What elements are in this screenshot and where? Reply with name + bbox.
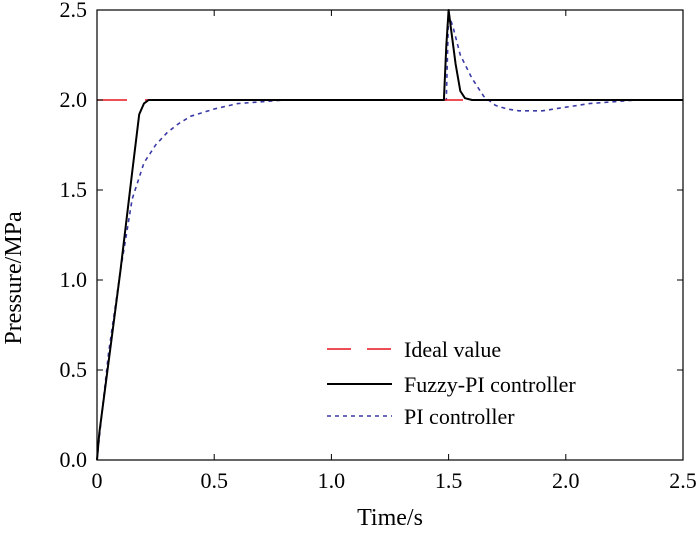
x-tick-label: 0 [92, 468, 103, 493]
y-tick-label: 2.5 [60, 0, 88, 22]
y-tick-label: 0.0 [60, 447, 88, 472]
x-tick-label: 2.0 [552, 468, 580, 493]
y-axis-label: Pressure/MPa [1, 211, 27, 345]
legend: Ideal value Fuzzy-PI controller PI control… [327, 337, 576, 429]
x-tick-label: 0.5 [200, 468, 228, 493]
x-tick-label: 1.0 [318, 468, 346, 493]
series-line-fuzzy-pi-controller [96, 9, 683, 461]
legend-label: Fuzzy-PI controller [404, 372, 576, 397]
x-axis-label: Time/s [357, 505, 423, 531]
plot-frame [96, 9, 684, 461]
y-tick-label: 1.5 [60, 177, 88, 202]
x-tick-label: 1.5 [435, 468, 463, 493]
y-tick-label: 0.5 [60, 357, 88, 382]
legend-label: PI controller [404, 404, 515, 429]
legend-label: Ideal value [404, 337, 501, 362]
axes: 0 0.5 1.0 1.5 2.0 2.5 0.0 0.5 1.0 1.5 2.0 2.5 [60, 0, 697, 493]
x-tick-label: 2.5 [669, 468, 697, 493]
y-tick-label: 1.0 [60, 267, 88, 292]
plot-area [96, 9, 683, 461]
y-tick-label: 2.0 [60, 87, 88, 112]
